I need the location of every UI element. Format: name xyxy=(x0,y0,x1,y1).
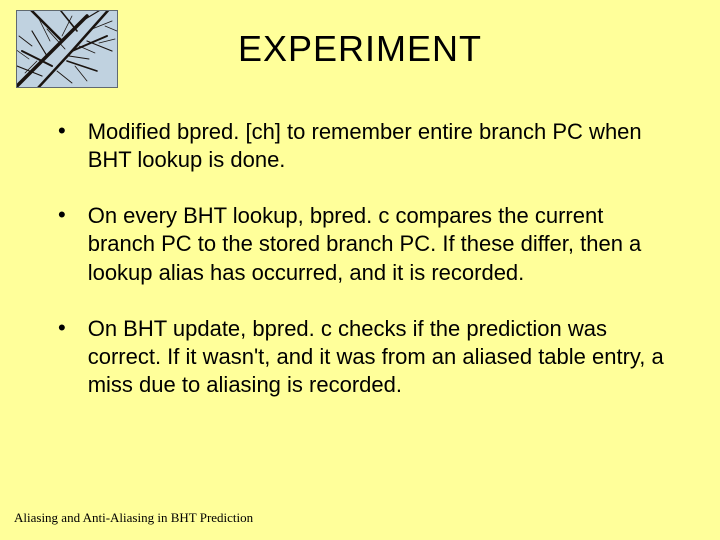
slide-title: EXPERIMENT xyxy=(0,28,720,70)
bullet-text: On BHT update, bpred. c checks if the pr… xyxy=(88,315,668,399)
bullet-dot-icon: • xyxy=(58,120,66,142)
bullet-text: On every BHT lookup, bpred. c compares t… xyxy=(88,202,668,286)
bullet-dot-icon: • xyxy=(58,317,66,339)
list-item: • On every BHT lookup, bpred. c compares… xyxy=(58,202,668,286)
bullet-list: • Modified bpred. [ch] to remember entir… xyxy=(58,118,668,427)
bullet-text: Modified bpred. [ch] to remember entire … xyxy=(88,118,668,174)
list-item: • Modified bpred. [ch] to remember entir… xyxy=(58,118,668,174)
list-item: • On BHT update, bpred. c checks if the … xyxy=(58,315,668,399)
bullet-dot-icon: • xyxy=(58,204,66,226)
footer-text: Aliasing and Anti-Aliasing in BHT Predic… xyxy=(14,510,253,526)
